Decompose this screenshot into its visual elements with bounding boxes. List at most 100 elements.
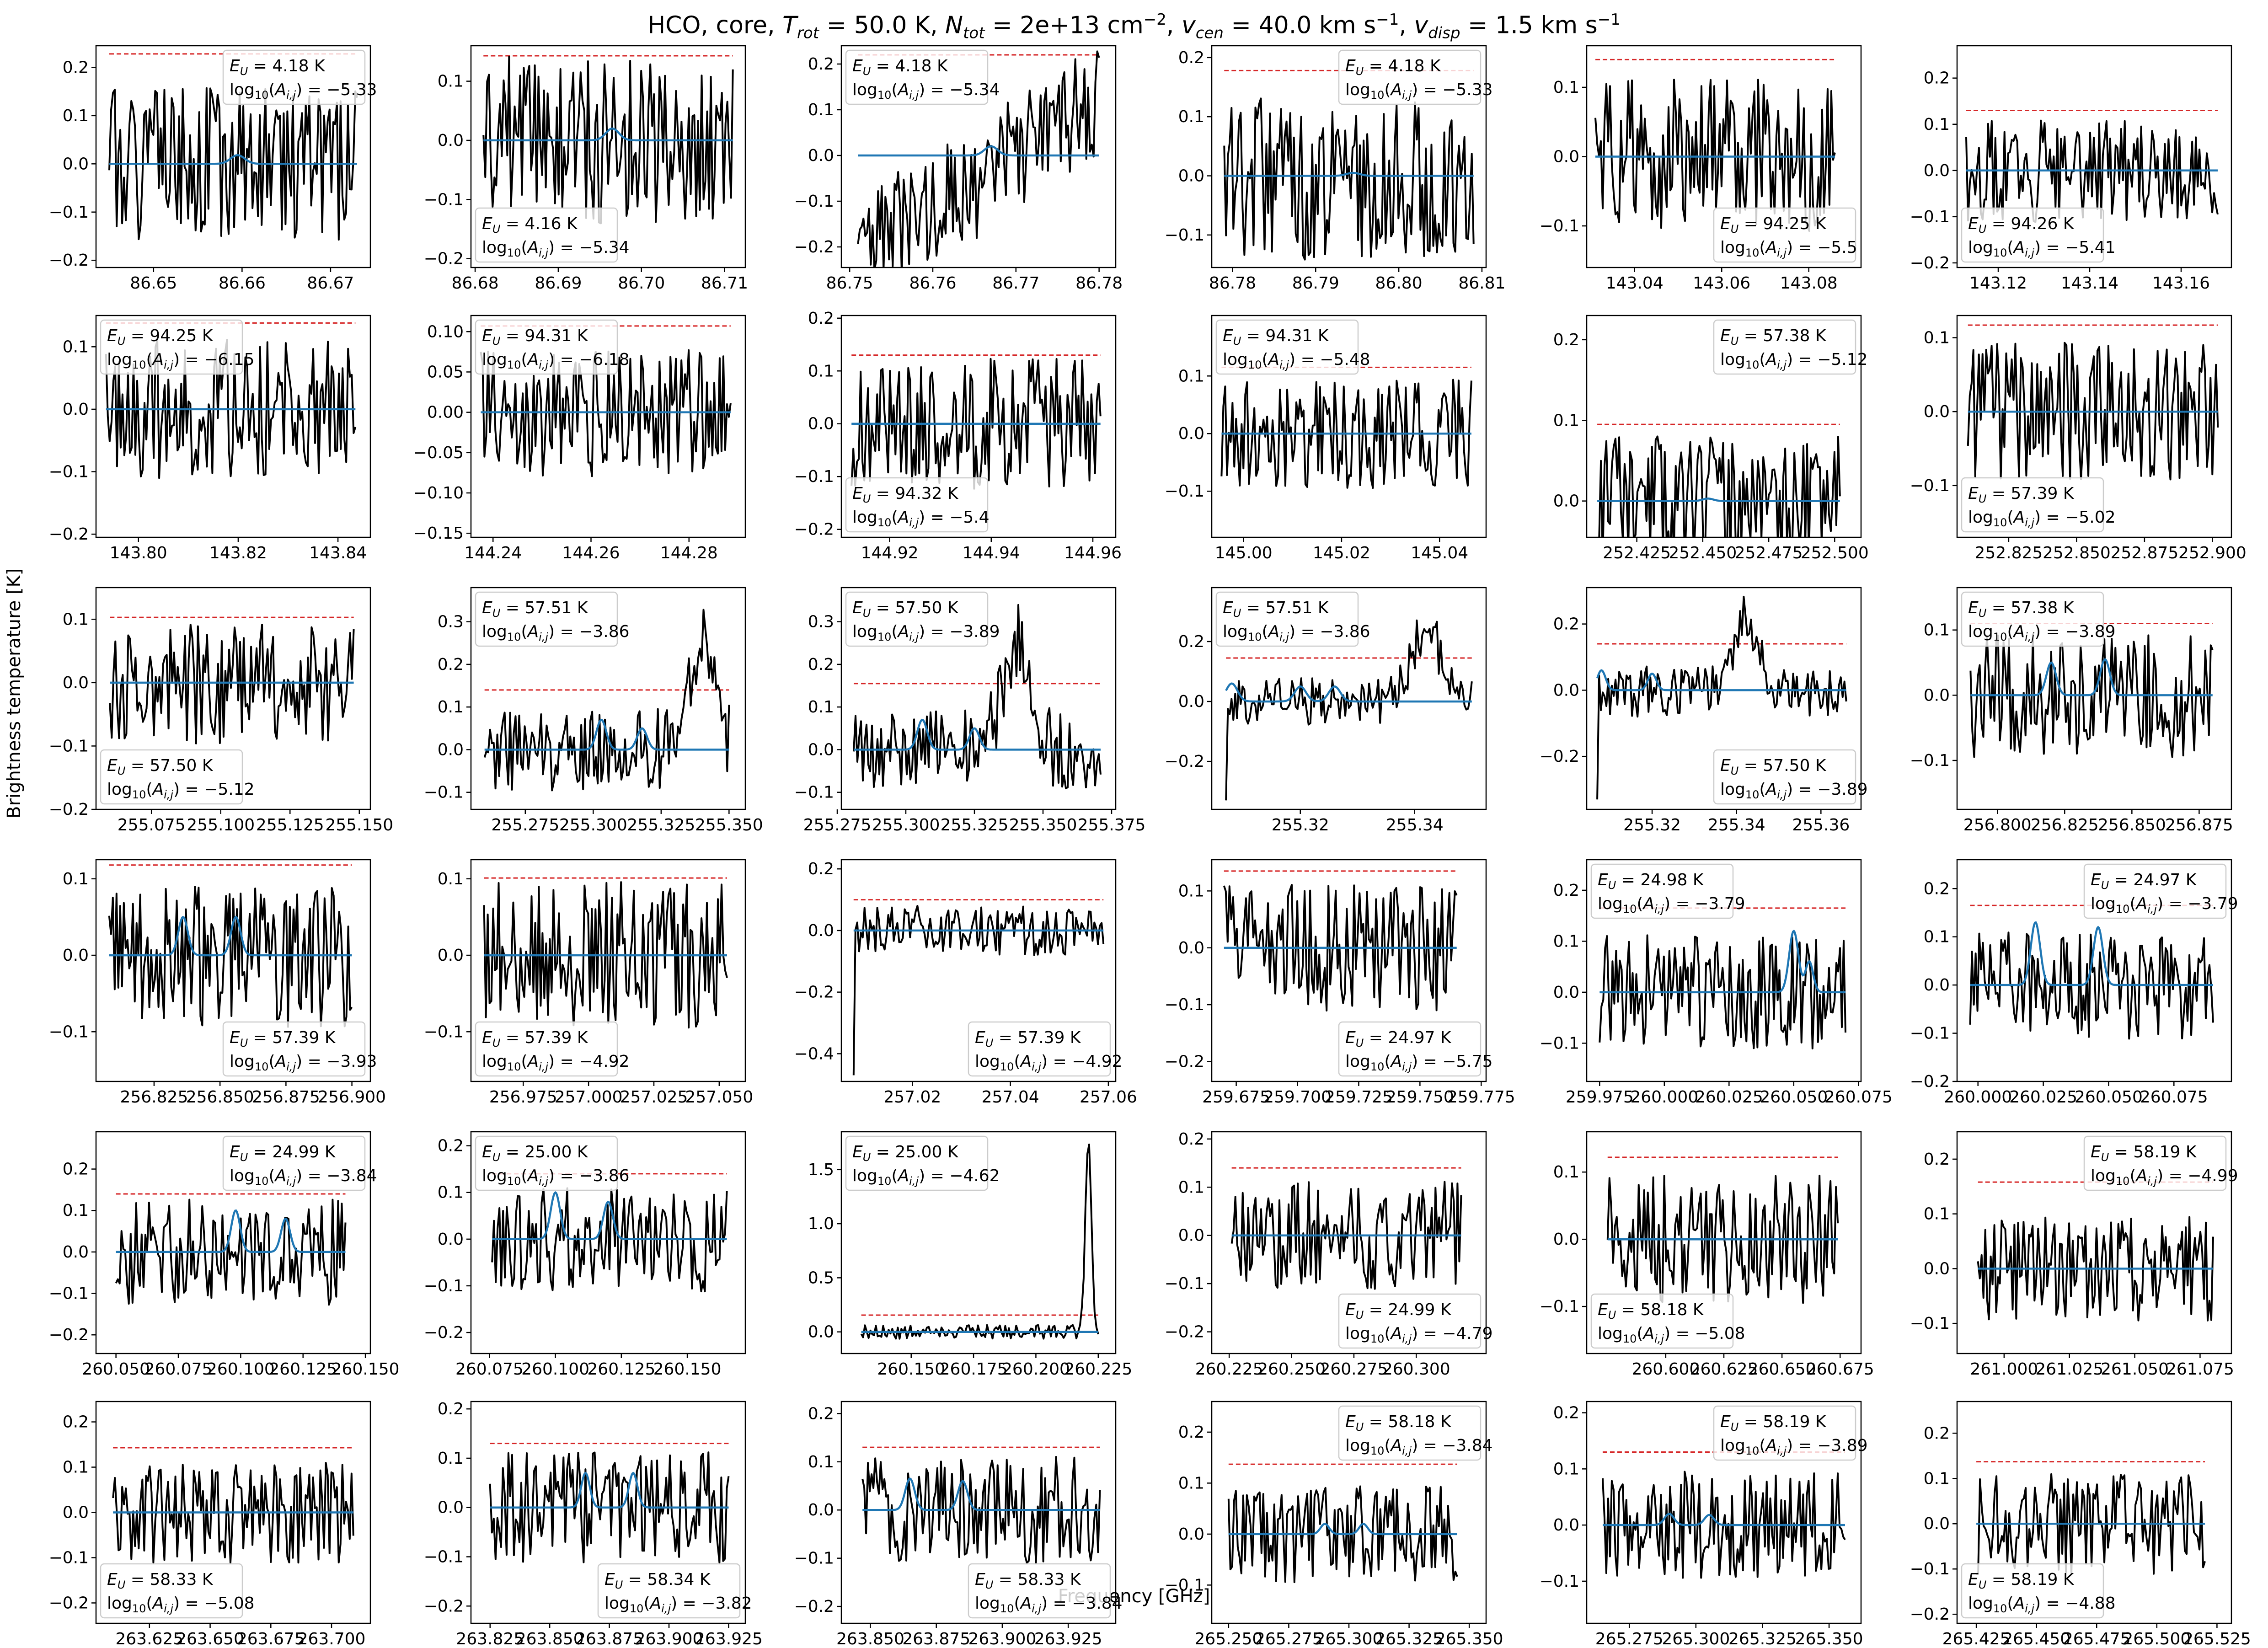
legend-eu: EU = 57.51 K [482, 599, 588, 620]
model-spectrum [1970, 658, 2213, 696]
legend-box [968, 1021, 1111, 1077]
y-tick-label: 0.1 [438, 1449, 464, 1468]
x-tick-label: 265.450 [2002, 1630, 2070, 1648]
y-tick-label: 0.0 [1178, 1226, 1204, 1245]
x-tick-label: 265.275 [1255, 1630, 1323, 1648]
y-tick-label: 0.2 [808, 860, 834, 878]
y-tick-label: −0.2 [794, 238, 834, 257]
subplot-21: 257.02 257.04 257.06 −0.4 −0.2 0.0 0.2 EU = 57.… [794, 859, 1137, 1107]
x-tick-label: 257.06 [1080, 1088, 1137, 1107]
subplot-4: 86.78 86.79 86.80 86.81 −0.1 0.0 0.1 0.2 EU = 4.… [1165, 45, 1505, 293]
axes-frame [470, 587, 746, 810]
x-tick-label: 86.67 [307, 274, 354, 293]
x-tick-label: 263.700 [298, 1630, 366, 1648]
observed-spectrum [115, 1199, 347, 1306]
y-tick-label: 0.1 [1924, 928, 1950, 947]
x-tick-label: 260.300 [1382, 1360, 1450, 1379]
observed-spectrum [861, 1456, 1101, 1564]
legend-box [222, 1021, 366, 1077]
legend-eu: EU = 57.39 K [230, 1028, 336, 1049]
legend-eu: EU = 58.18 K [1345, 1413, 1452, 1434]
x-tick-label: 265.250 [1194, 1630, 1262, 1648]
axes-frame [1586, 859, 1862, 1082]
subplot-13: 255.075 255.100 255.125 255.150 −0.2 −0.1 0.0 0… [49, 587, 393, 835]
y-tick-label: 0.2 [438, 655, 464, 674]
legend-box [1961, 207, 2104, 263]
observed-spectrum [1965, 119, 2219, 223]
observed-spectrum [1977, 1216, 2214, 1322]
y-tick-label: 0.2 [438, 1400, 464, 1418]
legend-eu: EU = 4.16 K [482, 214, 578, 235]
y-tick-label: 0.2 [808, 655, 834, 674]
legend-box [1338, 1405, 1482, 1461]
y-tick-label: 0.1 [1178, 1178, 1204, 1197]
legend-log-a: log10(Ai,j) = −3.84 [230, 1166, 377, 1188]
x-tick-label: 260.225 [1064, 1360, 1132, 1379]
x-tick-label: 263.925 [1034, 1630, 1102, 1648]
axes-frame [1956, 1131, 2232, 1354]
y-tick-label: 0.0 [1178, 1525, 1204, 1544]
model-spectrum [858, 145, 1099, 157]
x-tick-label: 260.050 [82, 1360, 150, 1379]
observed-spectrum [109, 624, 355, 744]
observed-spectrum [857, 50, 1100, 268]
y-tick-label: 0.0 [438, 1230, 464, 1249]
y-tick-label: 0.0 [1178, 692, 1204, 711]
x-tick-label: 260.050 [1760, 1088, 1828, 1107]
y-tick-label: 0.05 [427, 363, 464, 381]
x-tick-label: 263.900 [968, 1630, 1036, 1648]
y-tick-label: 0.2 [1178, 48, 1204, 67]
legend-log-a: log10(Ai,j) = −5.48 [1223, 350, 1370, 371]
observed-spectrum [108, 87, 358, 241]
y-tick-label: −0.1 [1540, 1034, 1579, 1053]
legend-log-a: log10(Ai,j) = −3.86 [482, 1166, 630, 1188]
legend-box [1590, 863, 1734, 919]
y-tick-label: −0.1 [1165, 226, 1204, 245]
x-tick-label: 263.675 [237, 1630, 305, 1648]
x-tick-label: 256.850 [186, 1088, 254, 1107]
observed-spectrum [482, 55, 734, 225]
legend-log-a: log10(Ai,j) = −3.89 [1720, 780, 1868, 801]
legend-log-a: log10(Ai,j) = −4.62 [852, 1166, 1000, 1188]
x-tick-label: 143.80 [110, 544, 167, 562]
y-tick-label: 0.2 [1553, 881, 1579, 900]
x-tick-label: 260.650 [1748, 1360, 1816, 1379]
y-tick-label: −0.1 [794, 192, 834, 211]
y-tick-label: −0.1 [424, 1277, 464, 1295]
y-tick-label: −0.1 [1165, 1576, 1204, 1594]
y-tick-label: 0.1 [63, 337, 89, 356]
legend-eu: EU = 4.18 K [852, 57, 948, 78]
legend-log-a: log10(Ai,j) = −4.88 [1968, 1594, 2116, 1615]
x-tick-label: 255.300 [872, 816, 940, 835]
legend-eu: EU = 24.99 K [1345, 1300, 1452, 1322]
y-tick-label: 0.0 [438, 740, 464, 759]
legend-log-a: log10(Ai,j) = −5.33 [230, 80, 377, 102]
axes-frame [1211, 315, 1487, 538]
y-tick-label: −0.10 [413, 484, 464, 503]
legend-log-a: log10(Ai,j) = −3.79 [1598, 894, 1745, 915]
x-tick-label: 261.075 [2166, 1360, 2234, 1379]
x-tick-label: 252.825 [1974, 544, 2043, 562]
x-tick-label: 144.26 [562, 544, 620, 562]
legend-log-a: log10(Ai,j) = −3.84 [975, 1594, 1123, 1615]
legend-log-a: log10(Ai,j) = −3.89 [1968, 622, 2116, 643]
x-tick-label: 260.075 [144, 1360, 213, 1379]
x-tick-label: 261.000 [1970, 1360, 2038, 1379]
legend-box [1961, 591, 2104, 647]
legend-eu: EU = 58.33 K [107, 1570, 214, 1591]
x-tick-label: 256.825 [2031, 816, 2099, 835]
axes-frame [840, 1401, 1117, 1624]
y-tick-label: −0.2 [49, 1594, 89, 1612]
observed-spectrum [1596, 595, 1847, 800]
x-tick-label: 144.96 [1064, 544, 1122, 562]
subplot-3: 86.75 86.76 86.77 86.78 −0.2 −0.1 0.0 0.1 0.2 EU … [794, 45, 1123, 293]
x-tick-label: 255.125 [256, 816, 324, 835]
x-tick-label: 252.900 [2178, 544, 2247, 562]
model-spectrum [109, 154, 357, 165]
y-tick-label: 0.1 [1553, 411, 1579, 430]
legend-box [475, 1021, 618, 1077]
y-tick-label: 0.1 [63, 1458, 89, 1477]
y-tick-label: −0.2 [49, 1326, 89, 1344]
